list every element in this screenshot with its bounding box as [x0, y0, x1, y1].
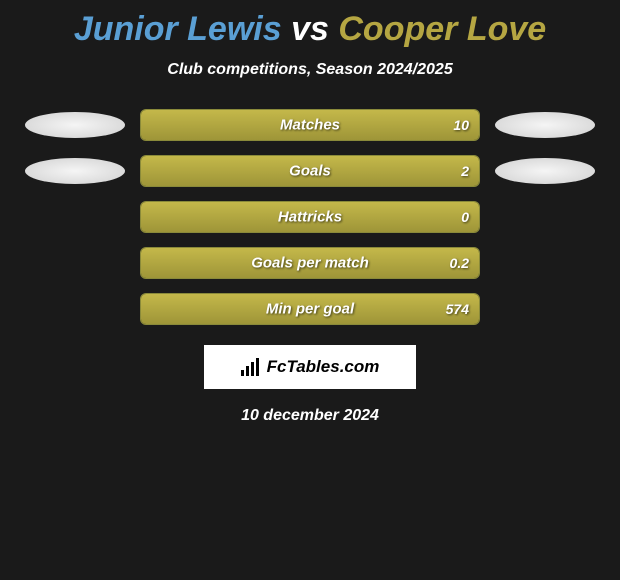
stat-row-goals: Goals 2 [10, 155, 610, 187]
stat-value-right: 2 [461, 163, 469, 179]
stat-label: Min per goal [266, 301, 354, 318]
ellipse-icon [25, 158, 125, 184]
left-ellipse-slot [25, 201, 125, 233]
logo-text: FcTables.com [267, 357, 380, 377]
stat-label: Goals per match [251, 255, 369, 272]
player2-name: Cooper Love [338, 10, 546, 48]
ellipse-icon [25, 112, 125, 138]
player1-name: Junior Lewis [74, 10, 282, 48]
logo-box[interactable]: FcTables.com [204, 345, 416, 389]
stat-value-right: 0 [461, 209, 469, 225]
comparison-widget: Junior Lewis vs Cooper Love Club competi… [0, 0, 620, 425]
stat-bar: Goals per match 0.2 [140, 247, 480, 279]
page-title: Junior Lewis vs Cooper Love [0, 10, 620, 49]
left-ellipse-slot [25, 293, 125, 325]
stat-bar: Matches 10 [140, 109, 480, 141]
stat-row-goals-per-match: Goals per match 0.2 [10, 247, 610, 279]
bar-chart-icon [241, 358, 261, 376]
ellipse-icon [495, 158, 595, 184]
subtitle: Club competitions, Season 2024/2025 [0, 61, 620, 79]
ellipse-icon [495, 112, 595, 138]
logo-inner: FcTables.com [241, 357, 380, 377]
right-ellipse-slot [495, 201, 595, 233]
bar-left-fill [141, 156, 310, 186]
stat-bar: Min per goal 574 [140, 293, 480, 325]
stat-row-matches: Matches 10 [10, 109, 610, 141]
stat-bar: Hattricks 0 [140, 201, 480, 233]
date-label: 10 december 2024 [0, 407, 620, 425]
right-ellipse-slot [495, 247, 595, 279]
stat-row-min-per-goal: Min per goal 574 [10, 293, 610, 325]
stat-bar: Goals 2 [140, 155, 480, 187]
stat-value-right: 0.2 [450, 255, 469, 271]
left-ellipse-slot [25, 155, 125, 187]
stat-value-right: 10 [453, 117, 469, 133]
stat-value-right: 574 [446, 301, 469, 317]
stat-label: Goals [289, 163, 331, 180]
right-ellipse-slot [495, 109, 595, 141]
stat-label: Hattricks [278, 209, 342, 226]
left-ellipse-slot [25, 247, 125, 279]
bar-right-fill [310, 156, 479, 186]
stats-area: Matches 10 Goals 2 [10, 109, 610, 325]
vs-separator: vs [291, 10, 329, 48]
left-ellipse-slot [25, 109, 125, 141]
stat-label: Matches [280, 117, 340, 134]
right-ellipse-slot [495, 155, 595, 187]
right-ellipse-slot [495, 293, 595, 325]
stat-row-hattricks: Hattricks 0 [10, 201, 610, 233]
